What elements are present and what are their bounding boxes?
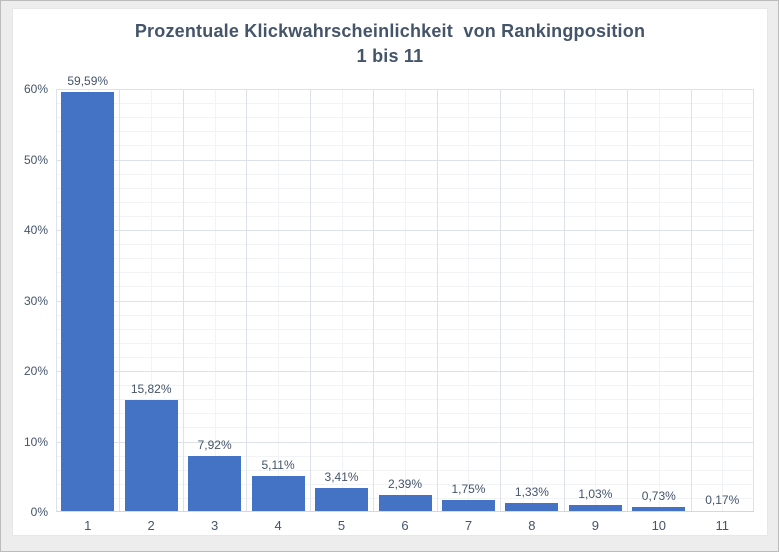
bar-value-label: 1,33% bbox=[514, 484, 549, 499]
bar-value-label: 2,39% bbox=[387, 477, 423, 492]
v-gridline-major bbox=[182, 89, 184, 512]
h-gridline-major bbox=[56, 159, 754, 161]
x-tick-label: 8 bbox=[528, 518, 536, 533]
plot-area: 59,59% 15,82% 7,92% 5,11% 3,41% 2,39% 1,75% 1,3… bbox=[56, 74, 754, 512]
bar bbox=[568, 504, 622, 512]
bar bbox=[632, 506, 686, 512]
bar bbox=[441, 499, 495, 512]
bar-value-label: 3,41% bbox=[324, 469, 359, 484]
bar-value-label: 5,11% bbox=[261, 457, 295, 472]
x-tick-label: 6 bbox=[401, 518, 409, 533]
x-tick-label: 11 bbox=[715, 518, 730, 533]
x-axis-line bbox=[56, 511, 754, 512]
v-gridline-major bbox=[753, 89, 754, 512]
x-tick-label: 10 bbox=[651, 518, 667, 533]
bar-value-label: 1,75% bbox=[451, 481, 486, 496]
y-tick-label: 20% bbox=[23, 364, 48, 378]
v-gridline-major bbox=[500, 89, 502, 512]
bar bbox=[61, 91, 115, 512]
v-gridline-major bbox=[119, 89, 121, 512]
v-gridline-major bbox=[309, 89, 311, 512]
bar bbox=[188, 456, 242, 512]
bar-value-label: 15,82% bbox=[130, 382, 172, 397]
bar-value-label: 0,17% bbox=[705, 492, 740, 507]
chart-container: Prozentuale Klickwahrscheinlichkeit von … bbox=[12, 8, 768, 536]
bar-value-label: 0,73% bbox=[641, 488, 676, 503]
y-tick-label: 0% bbox=[30, 505, 48, 519]
x-tick-label: 1 bbox=[84, 518, 92, 533]
y-tick-label: 30% bbox=[23, 293, 48, 308]
v-gridline-major bbox=[56, 89, 57, 512]
v-gridline-major bbox=[690, 89, 692, 512]
chart-title-line-2: 1 bis 11 bbox=[356, 46, 424, 66]
v-gridline-major bbox=[373, 89, 375, 512]
h-gridline-major bbox=[56, 230, 754, 231]
v-gridline-major bbox=[627, 89, 629, 512]
h-gridline-major bbox=[56, 300, 754, 302]
y-tick-label: 50% bbox=[23, 152, 48, 167]
y-tick-label: 10% bbox=[23, 434, 48, 449]
h-gridline-major bbox=[56, 441, 754, 443]
bar-value-label: 7,92% bbox=[197, 438, 232, 453]
x-tick-label: 4 bbox=[274, 518, 282, 533]
v-gridline-major bbox=[563, 89, 565, 512]
x-tick-label: 5 bbox=[337, 518, 346, 533]
v-gridline-major bbox=[436, 89, 438, 512]
x-tick-label: 7 bbox=[464, 518, 473, 533]
bar-value-label: 1,03% bbox=[578, 486, 613, 501]
h-gridline-major bbox=[56, 89, 754, 90]
bar bbox=[315, 487, 369, 512]
chart-title-line-1: Prozentuale Klickwahrscheinlichkeit von … bbox=[134, 21, 646, 41]
bar bbox=[378, 495, 432, 512]
chart-title: Prozentuale Klickwahrscheinlichkeit von … bbox=[13, 19, 767, 69]
bar bbox=[251, 475, 305, 512]
x-tick-label: 2 bbox=[147, 518, 155, 533]
bar bbox=[124, 400, 178, 512]
x-tick-label: 9 bbox=[591, 518, 599, 533]
h-gridline-major bbox=[56, 371, 754, 372]
v-gridline-major bbox=[246, 89, 248, 512]
y-tick-label: 60% bbox=[23, 82, 48, 96]
y-tick-label: 40% bbox=[23, 223, 48, 237]
x-tick-label: 3 bbox=[211, 518, 219, 533]
bar-value-label: 59,59% bbox=[67, 73, 109, 88]
bar bbox=[505, 502, 559, 512]
